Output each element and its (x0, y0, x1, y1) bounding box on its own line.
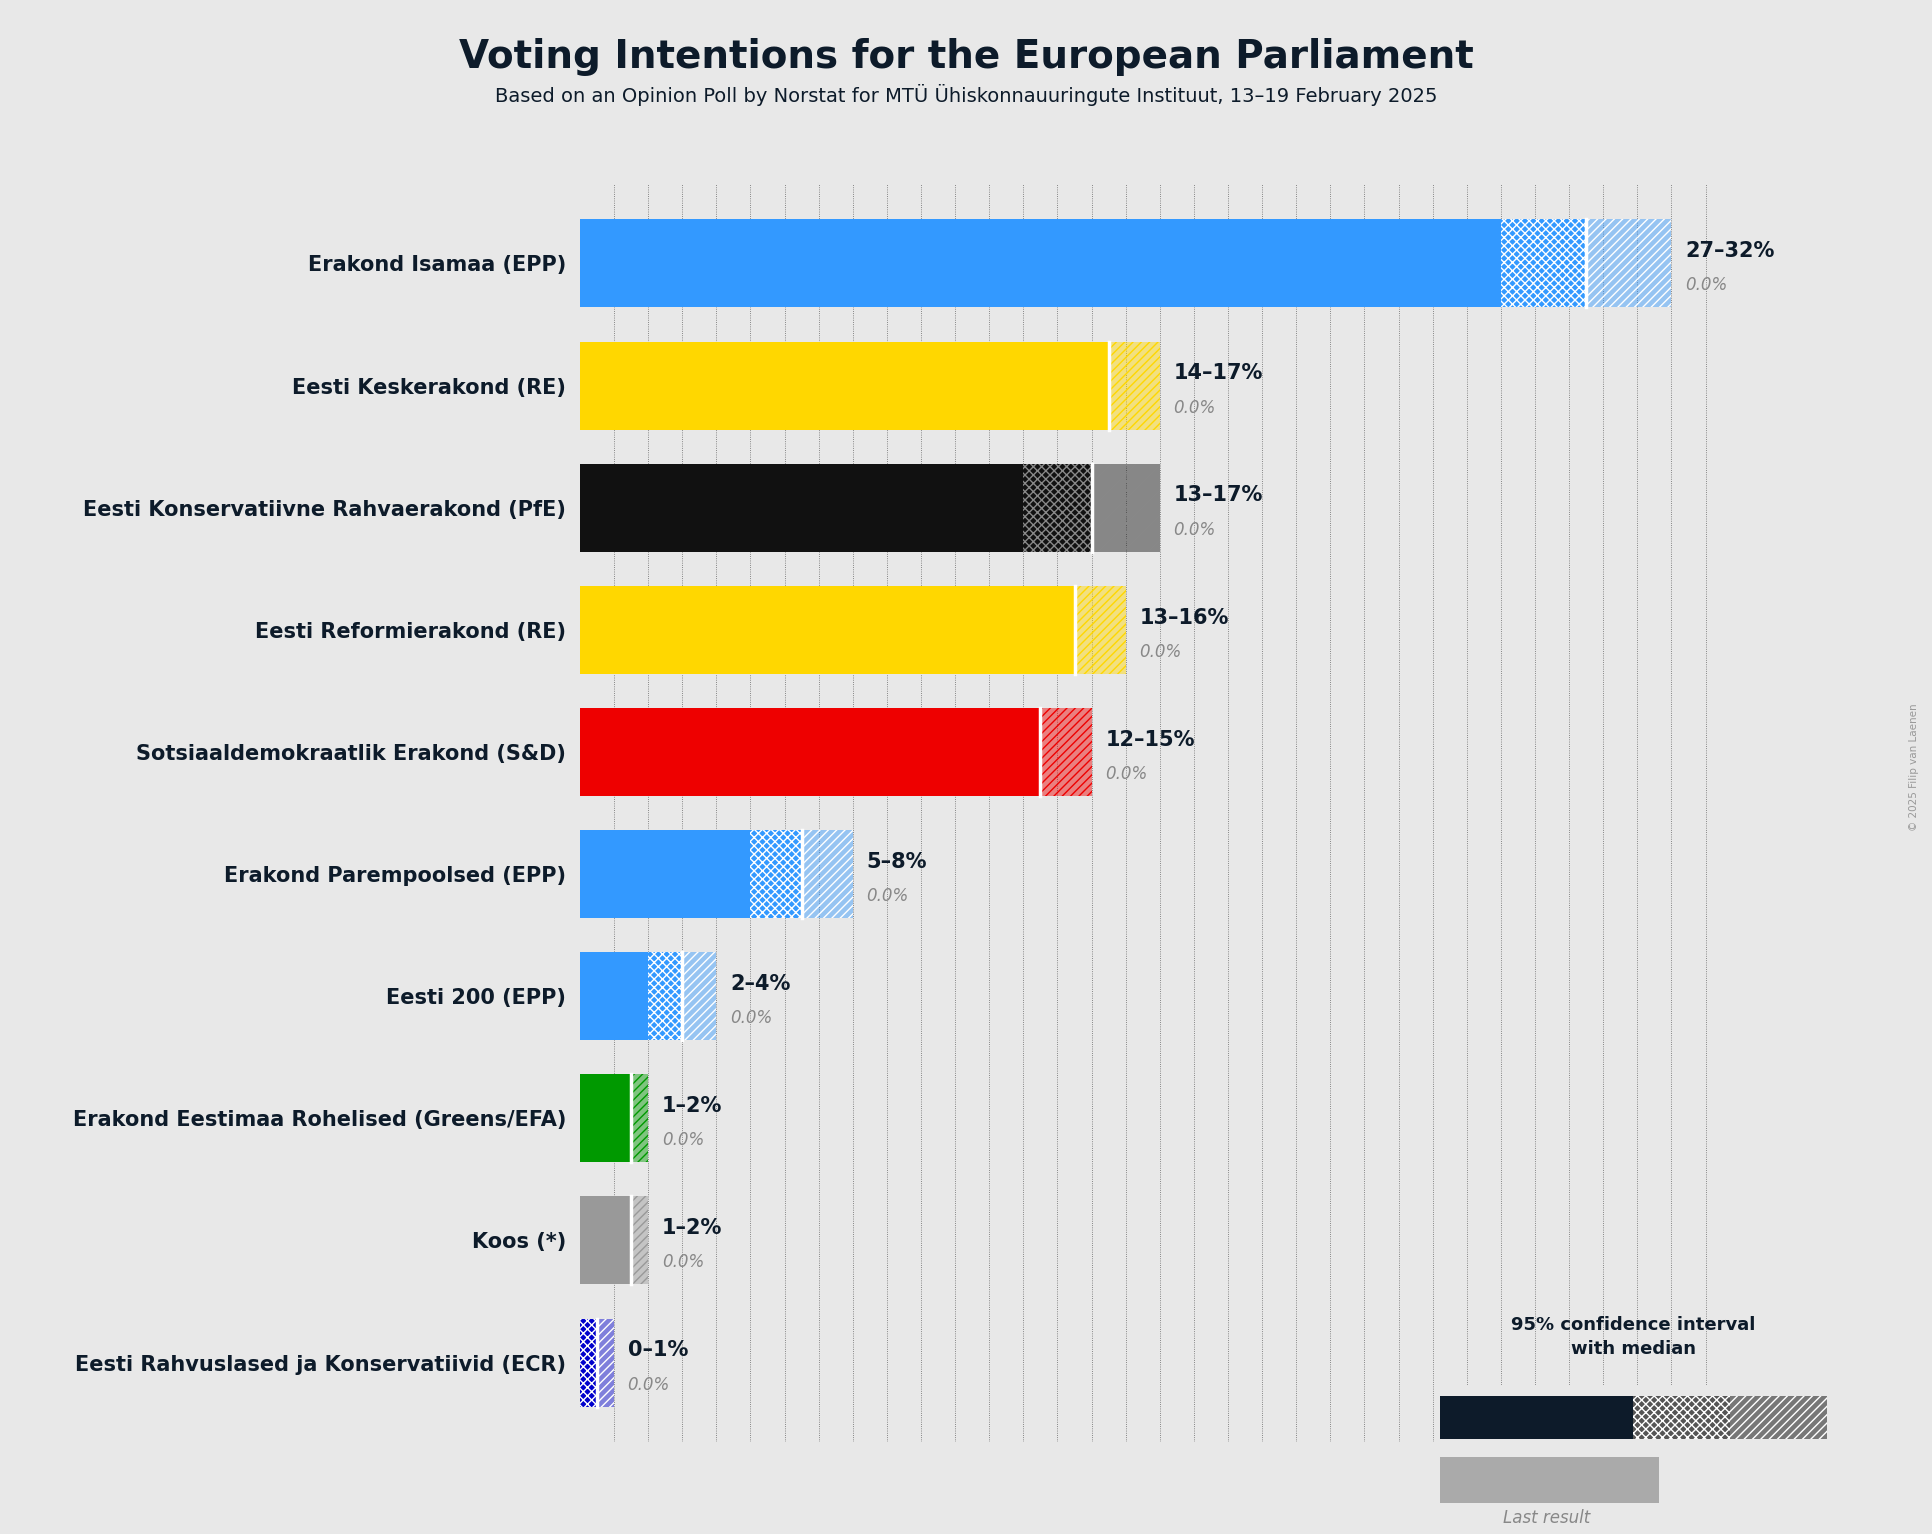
Bar (647, 953, 682, 1040)
Bar (580, 709, 989, 796)
Text: 95% confidence interval
with median: 95% confidence interval with median (1511, 1316, 1754, 1358)
Bar (682, 953, 717, 1040)
Bar (1109, 342, 1159, 430)
Text: 0.0%: 0.0% (866, 887, 908, 905)
Bar (802, 830, 852, 917)
Text: 27–32%: 27–32% (1685, 241, 1774, 261)
Bar (580, 830, 750, 917)
Text: Based on an Opinion Poll by Norstat for MTÜ Ühiskonnauuringute Instituut, 13–19 : Based on an Opinion Poll by Norstat for … (495, 84, 1437, 106)
Text: 1–2%: 1–2% (661, 1218, 723, 1238)
Bar (1499, 219, 1586, 307)
Bar (614, 1074, 630, 1163)
Bar (630, 1197, 647, 1284)
Bar (989, 709, 1039, 796)
Text: 0.0%: 0.0% (661, 1253, 703, 1272)
Text: 13–17%: 13–17% (1173, 485, 1262, 506)
Bar (1022, 463, 1092, 552)
Text: 0.0%: 0.0% (1685, 276, 1727, 295)
Text: 2–4%: 2–4% (730, 974, 790, 994)
Bar (614, 1197, 630, 1284)
Text: 5–8%: 5–8% (866, 851, 927, 871)
Bar (1586, 219, 1671, 307)
Bar (580, 463, 1022, 552)
Bar (630, 1074, 647, 1163)
Bar (614, 1074, 630, 1163)
Bar (580, 953, 647, 1040)
Bar (1729, 1396, 1826, 1439)
Bar (580, 342, 1057, 430)
Text: 1–2%: 1–2% (661, 1097, 723, 1117)
Text: 0.0%: 0.0% (628, 1376, 670, 1393)
Bar (1039, 709, 1092, 796)
Bar (1057, 342, 1109, 430)
Bar (1074, 586, 1124, 673)
Text: 14–17%: 14–17% (1173, 364, 1262, 384)
Bar (1022, 586, 1074, 673)
Bar (750, 830, 802, 917)
Bar (1039, 709, 1092, 796)
Bar (580, 1319, 597, 1407)
Bar (750, 830, 802, 917)
Text: © 2025 Filip van Laenen: © 2025 Filip van Laenen (1909, 703, 1918, 831)
Text: 0.0%: 0.0% (661, 1131, 703, 1149)
Bar (630, 1074, 647, 1163)
Bar (1057, 342, 1109, 430)
Bar (580, 586, 1022, 673)
Text: 0.0%: 0.0% (1105, 765, 1148, 782)
Text: Last result: Last result (1501, 1509, 1590, 1528)
Bar (1633, 1396, 1729, 1439)
Bar (1439, 1396, 1633, 1439)
Text: 0.0%: 0.0% (1173, 399, 1215, 417)
Text: 0.0%: 0.0% (1173, 520, 1215, 538)
Text: 0–1%: 0–1% (628, 1341, 688, 1361)
Bar (1022, 463, 1092, 552)
Bar (802, 830, 852, 917)
Text: Voting Intentions for the European Parliament: Voting Intentions for the European Parli… (460, 38, 1472, 77)
Bar (682, 953, 717, 1040)
Text: 12–15%: 12–15% (1105, 730, 1194, 750)
Bar (580, 1319, 597, 1407)
Bar (1586, 219, 1671, 307)
Bar (580, 1074, 614, 1163)
Bar (1499, 219, 1586, 307)
Text: 13–16%: 13–16% (1138, 607, 1229, 627)
Bar (1092, 463, 1159, 552)
Text: 0.0%: 0.0% (1138, 643, 1180, 661)
Bar (614, 1197, 630, 1284)
Bar (1022, 586, 1074, 673)
Bar (580, 1197, 614, 1284)
Bar (1109, 342, 1159, 430)
Text: 0.0%: 0.0% (730, 1009, 773, 1028)
Bar (630, 1197, 647, 1284)
Bar (597, 1319, 614, 1407)
Bar (1074, 586, 1124, 673)
Bar (580, 219, 1499, 307)
Bar (597, 1319, 614, 1407)
Bar (989, 709, 1039, 796)
Bar (647, 953, 682, 1040)
Bar (1092, 463, 1159, 552)
